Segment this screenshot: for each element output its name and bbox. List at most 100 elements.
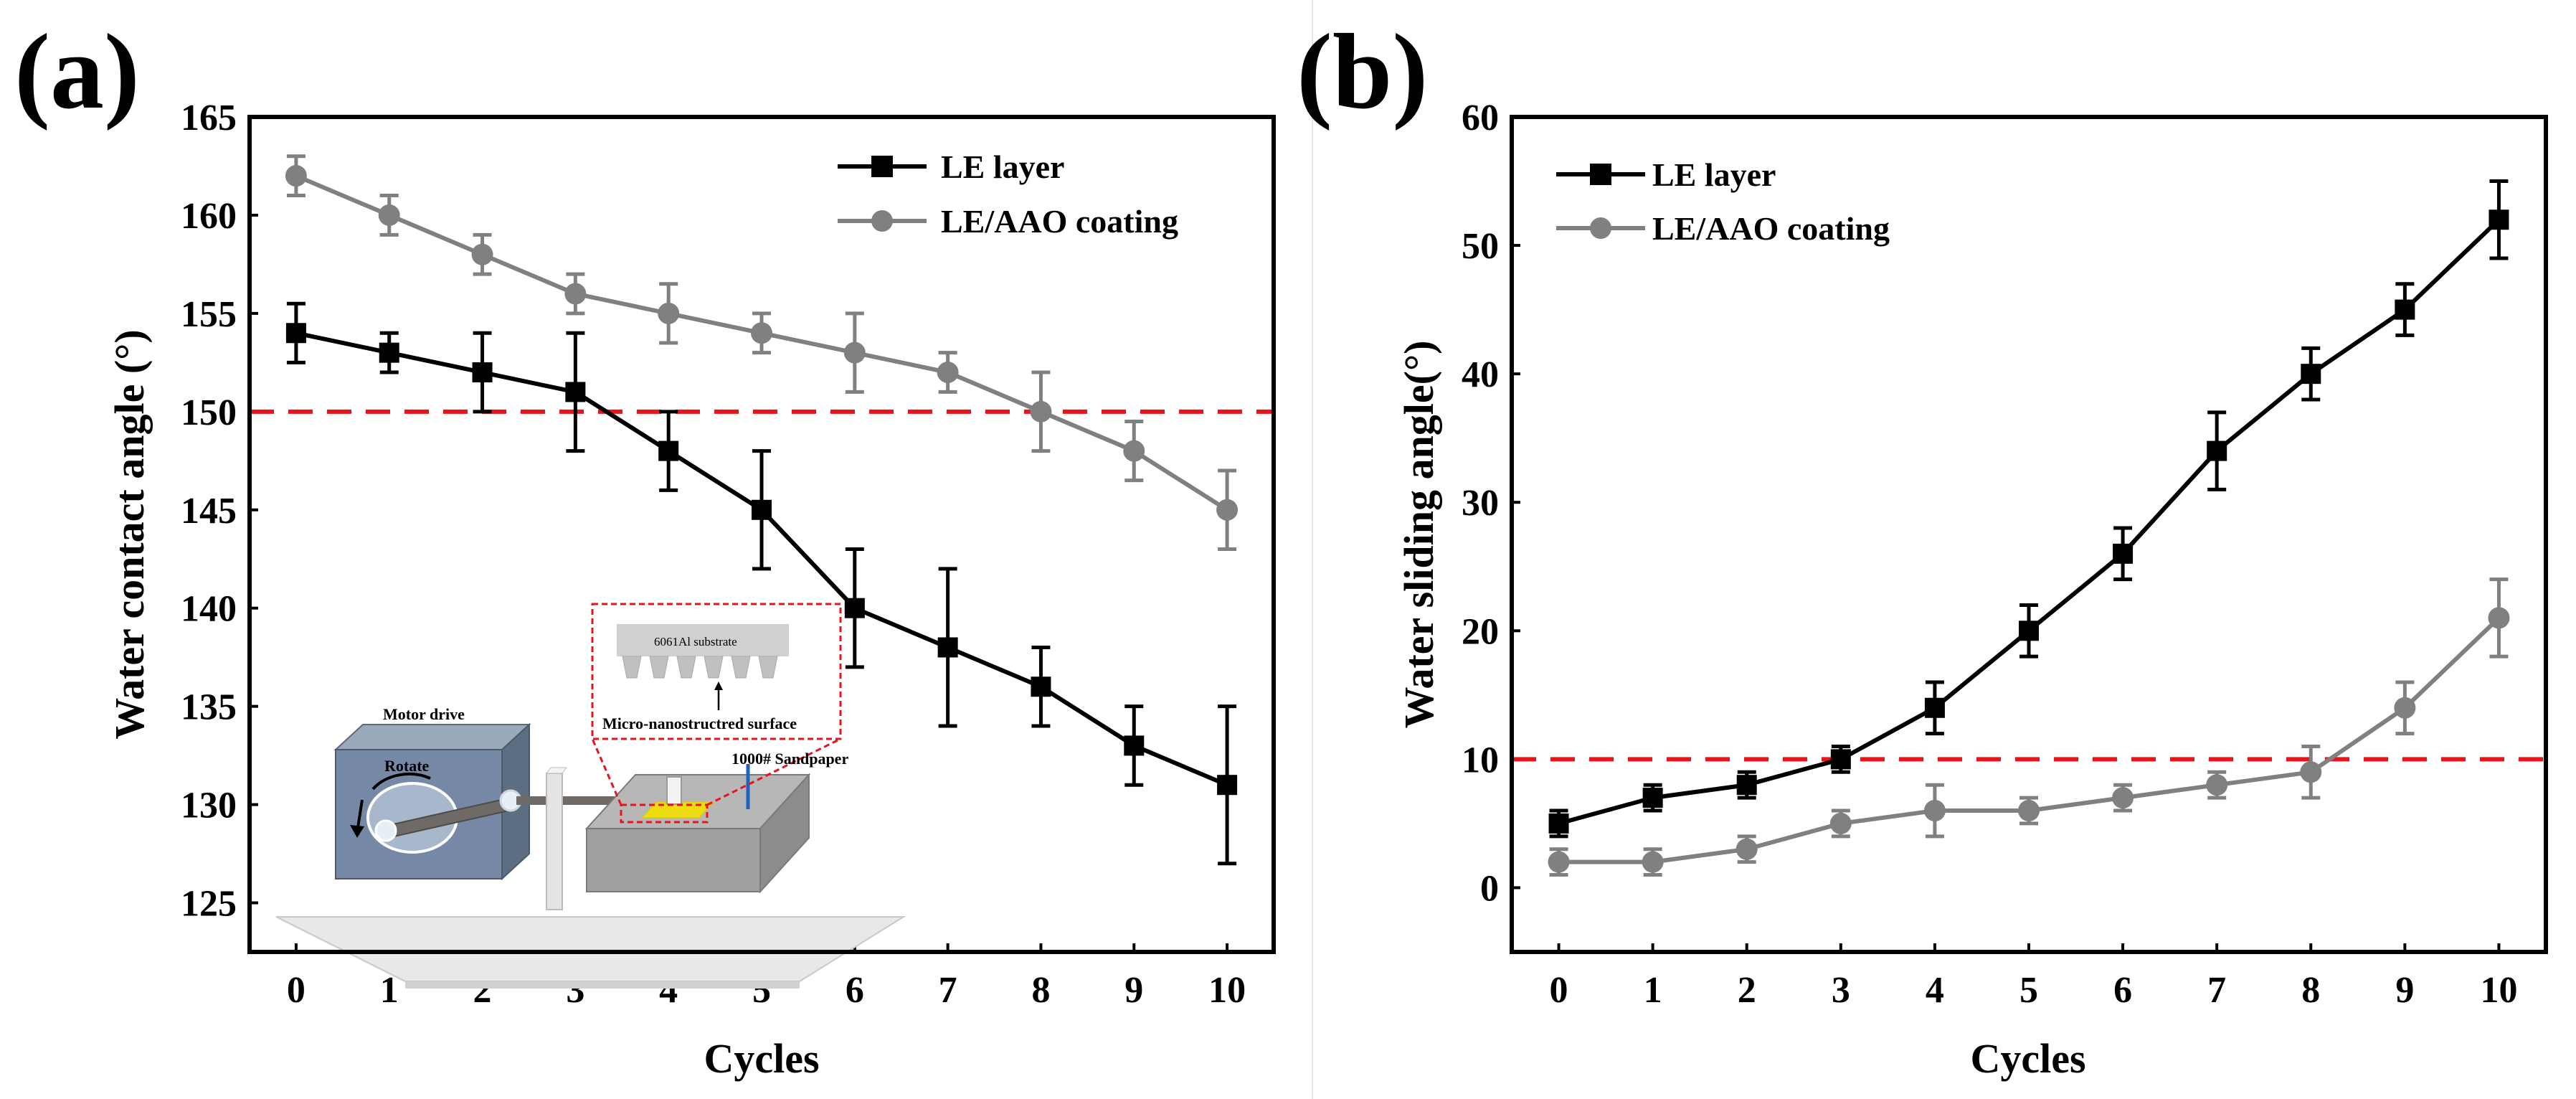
legend-label-le-aao-coating: LE/AAO coating	[941, 203, 1178, 240]
rotate-label: Rotate	[384, 757, 430, 775]
panel-a-point-le-aao-coating	[1123, 440, 1145, 462]
panel-b-y-tick-label: 20	[1462, 611, 1499, 652]
panel-b-point-le-aao-coating	[2206, 774, 2228, 796]
panel-a-y-axis-title: Water contact angle (°)	[106, 329, 153, 739]
panel-a-point-le-layer	[658, 440, 679, 461]
panel-a-point-le-layer	[472, 362, 493, 383]
panel-b-y-tick-label: 30	[1462, 483, 1499, 524]
panel-a-point-le-aao-coating	[378, 204, 400, 226]
panel-b-x-tick-label: 9	[2395, 970, 2414, 1011]
panel-a-point-le-layer	[937, 637, 958, 658]
panel-a-point-le-layer	[1031, 676, 1051, 697]
panel-a-point-le-layer	[752, 499, 772, 520]
panel-b-y-axis-title: Water sliding angle(°)	[1396, 341, 1442, 729]
panel-a-point-le-aao-coating	[285, 165, 307, 187]
legend-marker-le-layer	[871, 156, 893, 177]
panel-b-y-tick-label: 40	[1462, 354, 1499, 395]
panel-b-point-le-layer	[1642, 788, 1663, 808]
panel-a-series-le-layer	[285, 301, 1238, 866]
panel-a-point-le-aao-coating	[1030, 400, 1052, 423]
panel-a-x-tick-label: 10	[1208, 970, 1246, 1011]
panel-a-y-tick-label: 155	[181, 294, 237, 335]
panel-b-label: (b)	[1297, 12, 1428, 131]
panel-a-x-tick-label: 7	[939, 970, 957, 1011]
panel-b-y-tick-label: 60	[1462, 98, 1499, 138]
panel-b-x-tick-label: 7	[2207, 970, 2226, 1011]
panel-a-point-le-aao-coating	[751, 322, 772, 344]
panel-b-point-le-layer	[1736, 775, 1757, 796]
panel-b-point-le-layer	[1548, 813, 1569, 834]
panel-b-point-le-aao-coating	[2488, 607, 2510, 629]
panel-b-y-tick-label: 50	[1462, 226, 1499, 267]
panel-b-point-le-layer	[1830, 749, 1851, 770]
abrasion-test-inset: Motor drive Rotate 6061Al substrate Micr…	[275, 603, 906, 989]
legend-label-le-layer: LE layer	[1652, 156, 1776, 193]
micro-pillar	[622, 656, 642, 679]
panel-b-y-tick-label: 10	[1462, 740, 1499, 780]
panel-a-y-tick-label: 165	[181, 98, 237, 138]
panel-b-legend: LE layer LE/AAO coating	[1556, 156, 1890, 247]
panel-b-series-le-aao-coating	[1548, 577, 2510, 877]
panel-a-y-tick-label: 160	[181, 196, 237, 237]
panel-b-x-tick-label: 10	[2480, 970, 2517, 1011]
panel-b-x-tick-label: 1	[1644, 970, 1662, 1011]
panel-a-point-le-layer	[379, 342, 399, 363]
panel-b-point-le-aao-coating	[2394, 697, 2416, 719]
panel-b-x-tick-label: 6	[2113, 970, 2132, 1011]
panel-b-point-le-aao-coating	[1923, 800, 1946, 822]
micro-pillar	[649, 656, 669, 679]
panel-a-point-le-layer	[285, 323, 306, 344]
legend-marker-le-layer	[1590, 164, 1611, 185]
panel-b-plot-frame	[1510, 115, 2548, 954]
panel-b-point-le-layer	[2207, 440, 2227, 461]
panel-b-x-tick-label: 5	[2019, 970, 2038, 1011]
micro-pillar	[758, 656, 778, 679]
sandpaper-label: 1000# Sandpaper	[731, 750, 848, 768]
panel-a-x-tick-label: 6	[846, 970, 864, 1011]
panel-b-point-le-aao-coating	[2018, 800, 2040, 822]
panel-a-series	[247, 115, 1276, 954]
panel-b-x-tick-label: 0	[1550, 970, 1568, 1011]
panel-b-x-tick-label: 4	[1926, 970, 1944, 1011]
panel-a-y-tick-label: 135	[181, 687, 237, 728]
panel-a-legend: LE layer LE/AAO coating	[838, 148, 1178, 240]
panel-b-x-tick-label: 3	[1832, 970, 1850, 1011]
panel-b-chart: (b) 0 1 2 3 4 5 6 7 8 9 10 0 10 20 30 40 50 60 LE layer L…	[1297, 12, 2548, 1082]
panel-a-x-axis-title: Cycles	[704, 1035, 819, 1082]
panel-b-y-tick-label: 0	[1480, 868, 1499, 909]
surface-label: Micro-nanostructred surface	[602, 714, 797, 732]
panel-b-series	[1510, 115, 2548, 954]
panel-b-point-le-aao-coating	[2300, 761, 2322, 783]
panel-a-chart: (a) 0 1 2 3 4 5 6 7 8 9 10125130135140145150155160…	[14, 12, 1276, 1082]
micro-pillar	[676, 656, 696, 679]
panel-a-x-tick-label: 0	[287, 970, 306, 1011]
panel-a-point-le-aao-coating	[471, 243, 493, 265]
panel-a-y-tick-label: 150	[181, 392, 237, 433]
panel-a-point-le-layer	[1124, 735, 1145, 756]
panel-b-point-le-aao-coating	[1548, 851, 1570, 873]
panel-a-point-le-aao-coating	[843, 341, 866, 364]
panel-a-point-le-layer	[565, 382, 586, 402]
panel-a-point-le-layer	[844, 598, 865, 618]
panel-b-x-tick-label: 2	[1738, 970, 1756, 1011]
legend-label-le-layer: LE layer	[941, 148, 1064, 185]
panel-a-point-le-aao-coating	[1216, 499, 1239, 521]
legend-label-le-aao-coating: LE/AAO coating	[1652, 210, 1890, 247]
panel-a-plot-frame	[247, 115, 1276, 954]
panel-b-series-le-layer	[1548, 179, 2509, 839]
panel-a-point-le-aao-coating	[658, 302, 680, 324]
panel-a-y-tick-label: 140	[181, 589, 237, 630]
panel-a-point-le-aao-coating	[564, 283, 587, 305]
panel-a-y-tick-label: 145	[181, 491, 237, 532]
motor-drive-label: Motor drive	[383, 705, 465, 723]
substrate-label: 6061Al substrate	[654, 635, 737, 648]
panel-a-point-le-aao-coating	[937, 362, 959, 384]
panel-b-point-le-aao-coating	[2112, 787, 2134, 809]
panel-b-point-le-layer	[2113, 543, 2134, 564]
legend-marker-le-aao-coating	[1590, 217, 1611, 239]
panel-b-x-axis-title: Cycles	[1970, 1035, 2085, 1082]
legend-marker-le-aao-coating	[871, 210, 893, 232]
panel-a-x-tick-label: 8	[1031, 970, 1050, 1011]
